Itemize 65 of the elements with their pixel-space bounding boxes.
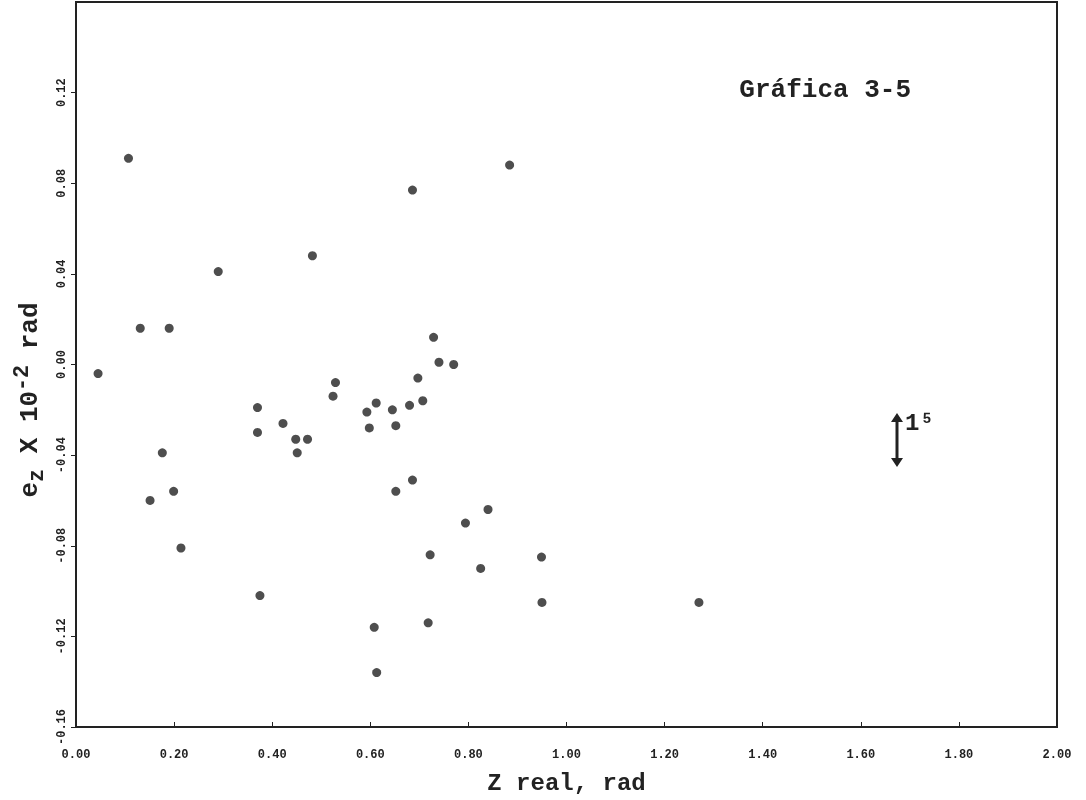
- y-tick-label: -0.08: [55, 527, 69, 564]
- text: Gráfica 3-5: [739, 75, 912, 105]
- point: [537, 597, 547, 607]
- point: [369, 622, 379, 632]
- point: [123, 153, 133, 163]
- x-tick-label: 2.00: [1042, 748, 1072, 762]
- point: [255, 591, 265, 601]
- point: [213, 267, 223, 277]
- point: [407, 475, 417, 485]
- point: [425, 550, 435, 560]
- point: [164, 323, 174, 333]
- point: [429, 332, 439, 342]
- x-tick-label: 0.40: [257, 748, 287, 762]
- point: [391, 421, 401, 431]
- x-tick-label: 1.60: [846, 748, 876, 762]
- point: [292, 448, 302, 458]
- x-tick-label: 0.60: [355, 748, 385, 762]
- x-axis-title: Z real, rad: [487, 769, 646, 797]
- point: [291, 434, 301, 444]
- point: [460, 518, 470, 528]
- point: [434, 357, 444, 367]
- point: [371, 398, 381, 408]
- x-tick-label: 1.80: [944, 748, 974, 762]
- x-tick-label: 1.40: [748, 748, 778, 762]
- x-tick-label: 0.80: [453, 748, 483, 762]
- point: [505, 160, 515, 170]
- point: [169, 486, 179, 496]
- y-tick-label: -0.12: [55, 618, 69, 655]
- point: [330, 378, 340, 388]
- point: [93, 369, 103, 379]
- point: [418, 396, 428, 406]
- point: [362, 407, 372, 417]
- y-tick-label: 0.08: [55, 168, 69, 198]
- point: [423, 618, 433, 628]
- point: [307, 251, 317, 261]
- x-tick-label: 1.00: [552, 748, 581, 762]
- x-tick-label: 1.20: [650, 748, 680, 762]
- point: [372, 668, 382, 678]
- point: [157, 448, 167, 458]
- point: [391, 486, 401, 496]
- y-tick-label: 0.04: [55, 259, 69, 289]
- y-tick-label: -0.04: [55, 437, 69, 474]
- point: [694, 597, 704, 607]
- y-tick-label: 0.12: [55, 78, 69, 108]
- point: [413, 373, 423, 383]
- x-tick-label: 0.20: [159, 748, 189, 762]
- point: [405, 400, 415, 410]
- annotation: 1⁵: [905, 410, 934, 437]
- point: [536, 552, 546, 562]
- point: [135, 323, 145, 333]
- point: [145, 495, 155, 505]
- point: [483, 505, 493, 514]
- point: [176, 543, 186, 553]
- point: [407, 185, 417, 195]
- point: [252, 427, 262, 437]
- point: [303, 434, 313, 444]
- point: [278, 418, 288, 428]
- point: [476, 563, 486, 573]
- point: [364, 423, 374, 433]
- y-tick-label: 0.00: [55, 350, 69, 379]
- point: [252, 403, 262, 413]
- point: [387, 405, 397, 415]
- y-tick-label: -0.16: [55, 708, 69, 746]
- point: [328, 391, 338, 401]
- point: [449, 360, 459, 369]
